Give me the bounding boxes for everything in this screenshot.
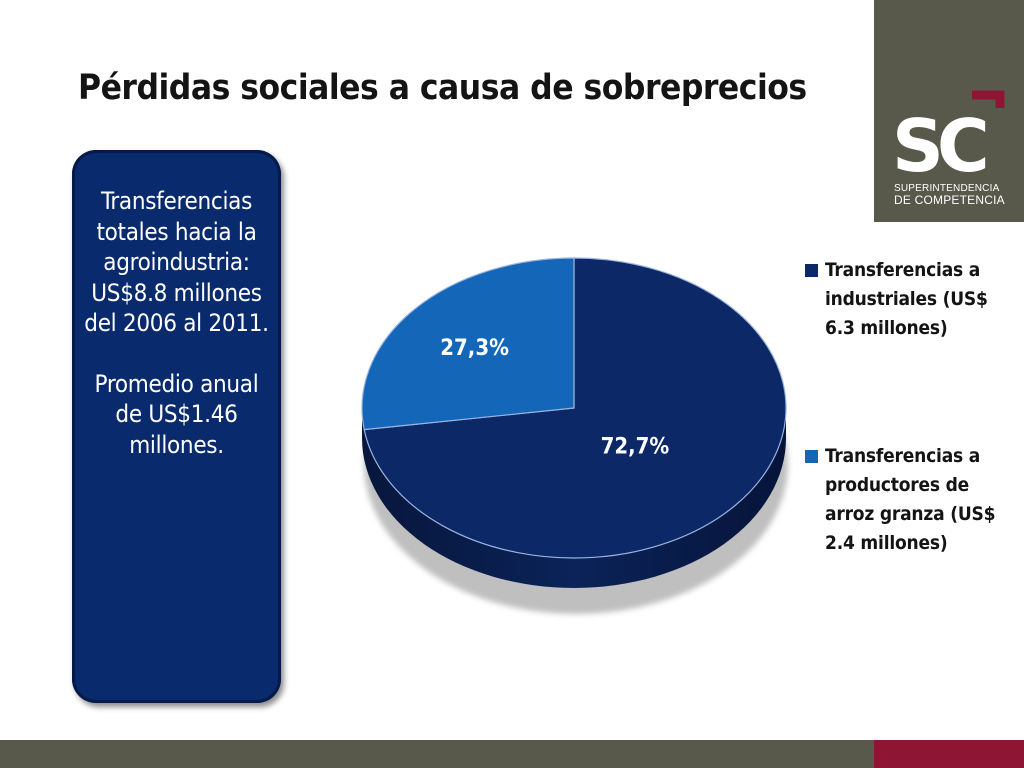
logo: SC SUPERINTENDENCIA DE COMPETENCIA [874,0,1024,222]
logo-mark: SC [892,90,1005,188]
pie-slice-1 [361,257,575,431]
pie-slice-0 [363,257,787,559]
info-paragraph-average: Promedio anual de US$1.46 millones. [94,369,259,459]
logo-line-2: DE COMPETENCIA [894,193,1005,207]
legend-swatch-productores [805,450,818,463]
info-box: Transferencias totales hacia la agroindu… [72,150,281,703]
legend-label-productores: Transferencias a productores de arroz gr… [825,445,996,554]
footer-bar [0,740,874,768]
logo-letters: SC [892,104,986,188]
pie-side-wall [362,408,786,588]
pie-chart: 72,7% 27,3% [361,257,788,614]
logo-accent-bracket [972,90,1005,108]
footer-bar-accent [874,740,1024,768]
pie-data-label-1: 27,3% [440,336,509,361]
pie-data-label-0: 72,7% [601,434,670,459]
legend-swatch-industriales [805,264,818,277]
slide-title: Pérdidas sociales a causa de sobreprecio… [78,68,807,108]
info-paragraph-total: Transferencias totales hacia la agroindu… [84,187,269,337]
logo-line-1: SUPERINTENDENCIA [894,183,1000,194]
legend-label-industriales: Transferencias a industriales (US$ 6.3 m… [825,259,988,339]
